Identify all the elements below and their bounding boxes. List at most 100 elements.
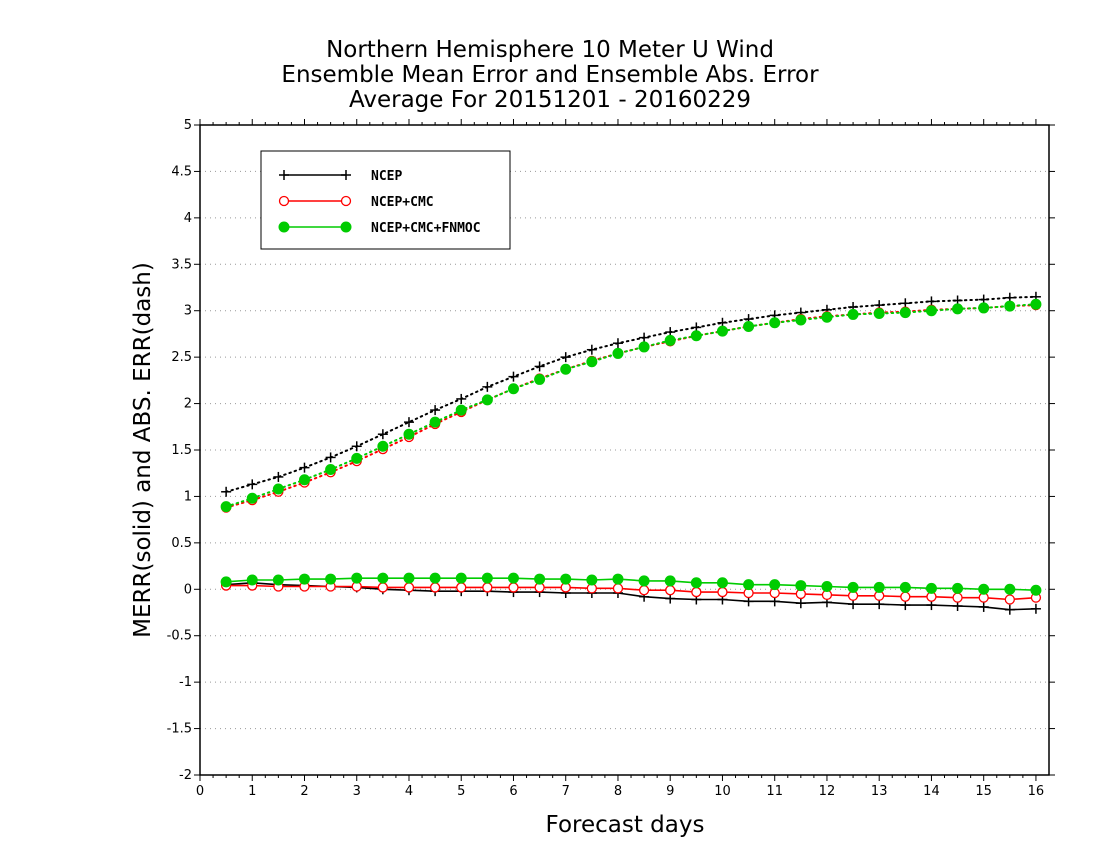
marker-filled-circle — [638, 575, 650, 587]
data-point — [272, 574, 284, 586]
x-tick-label: 6 — [509, 784, 517, 799]
data-point — [821, 311, 833, 323]
data-point — [586, 356, 598, 368]
data-point — [351, 452, 363, 464]
marker-filled-circle — [638, 341, 650, 353]
marker-filled-circle — [377, 572, 389, 584]
data-point — [534, 373, 546, 385]
data-point — [351, 572, 363, 584]
marker-filled-circle — [403, 428, 415, 440]
data-point — [1004, 300, 1016, 312]
legend-label: NCEP+CMC+FNMOC — [371, 221, 481, 236]
data-point — [847, 308, 859, 320]
data-point — [795, 598, 806, 609]
y-tick-label: 4.5 — [171, 164, 192, 179]
x-tick-label: 14 — [923, 784, 940, 799]
y-tick-label: 4 — [184, 211, 192, 226]
marker-filled-circle — [351, 452, 363, 464]
data-point — [1004, 594, 1015, 605]
marker-filled-circle — [507, 572, 519, 584]
y-tick-label: -1 — [179, 675, 192, 690]
data-point — [586, 574, 598, 586]
data-point — [429, 416, 441, 428]
chart-title-line-1: Northern Hemisphere 10 Meter U Wind — [326, 37, 774, 63]
data-point — [899, 307, 911, 319]
data-point — [482, 582, 493, 593]
data-point — [664, 575, 676, 587]
data-point — [507, 572, 519, 584]
data-point — [456, 582, 467, 593]
marker-filled-circle — [743, 321, 755, 332]
x-tick-label: 7 — [562, 784, 570, 799]
marker-filled-circle — [847, 308, 859, 320]
chart-title-line-2: Ensemble Mean Error and Ensemble Abs. Er… — [281, 62, 819, 88]
marker-filled-circle — [664, 575, 676, 587]
data-point — [873, 581, 885, 593]
data-point — [298, 573, 310, 585]
data-point — [691, 586, 702, 598]
marker-open-circle — [952, 592, 963, 603]
marker-filled-circle — [560, 363, 572, 375]
data-point — [455, 404, 467, 416]
marker-open-circle — [403, 582, 415, 593]
series-ncep-cmc-fnmoc-merr — [220, 572, 1042, 596]
data-point — [717, 586, 728, 598]
marker-filled-circle — [246, 492, 258, 504]
marker-filled-circle — [612, 347, 624, 359]
data-point — [403, 572, 415, 584]
marker-open-circle — [340, 195, 352, 207]
legend-label: NCEP+CMC — [371, 195, 434, 210]
legend-label: NCEP — [371, 169, 402, 184]
data-point — [272, 483, 284, 495]
marker-filled-circle — [952, 303, 964, 315]
marker-open-circle — [691, 586, 702, 598]
x-tick-label: 4 — [405, 784, 413, 799]
data-point — [1030, 584, 1042, 596]
data-point — [690, 577, 702, 589]
data-point — [325, 573, 337, 585]
marker-filled-circle — [429, 572, 441, 584]
series-ncep-abs_err — [221, 291, 1041, 497]
data-point — [769, 317, 781, 329]
data-point — [612, 573, 624, 585]
marker-filled-circle — [769, 579, 781, 591]
data-point — [298, 474, 310, 486]
marker-filled-circle — [534, 373, 546, 385]
x-tick-label: 10 — [714, 784, 731, 799]
data-point — [508, 582, 519, 593]
x-tick-label: 16 — [1028, 784, 1045, 799]
series-ncep-cmc-fnmoc-abs_err — [220, 298, 1042, 513]
marker-filled-circle — [716, 325, 728, 337]
marker-filled-circle — [899, 581, 911, 593]
data-point — [795, 580, 807, 592]
marker-filled-circle — [847, 581, 859, 593]
data-point — [952, 582, 964, 594]
data-point — [690, 330, 702, 342]
legend-item: NCEP+CMC — [278, 195, 434, 210]
data-point — [403, 417, 414, 428]
marker-filled-circle — [481, 394, 493, 406]
data-point — [220, 576, 232, 588]
data-point — [403, 428, 415, 440]
data-point — [952, 592, 963, 603]
data-point — [560, 363, 572, 375]
data-point — [743, 579, 755, 591]
data-point — [743, 321, 755, 332]
x-tick-label: 15 — [975, 784, 992, 799]
data-point — [482, 381, 493, 392]
data-point — [925, 305, 937, 317]
legend-box — [260, 150, 511, 250]
y-tick-label: 1 — [184, 489, 192, 504]
data-point — [325, 464, 337, 475]
marker-filled-circle — [455, 572, 467, 584]
data-point — [795, 314, 807, 326]
x-tick-label: 1 — [248, 784, 256, 799]
series-line — [225, 295, 1037, 493]
data-point — [978, 302, 990, 314]
marker-filled-circle — [821, 311, 833, 323]
y-axis-label: MERR(solid) and ABS. ERR(dash) — [130, 262, 156, 638]
data-point — [612, 347, 624, 359]
data-point — [377, 572, 389, 584]
marker-filled-circle — [899, 307, 911, 319]
data-point — [638, 585, 650, 596]
